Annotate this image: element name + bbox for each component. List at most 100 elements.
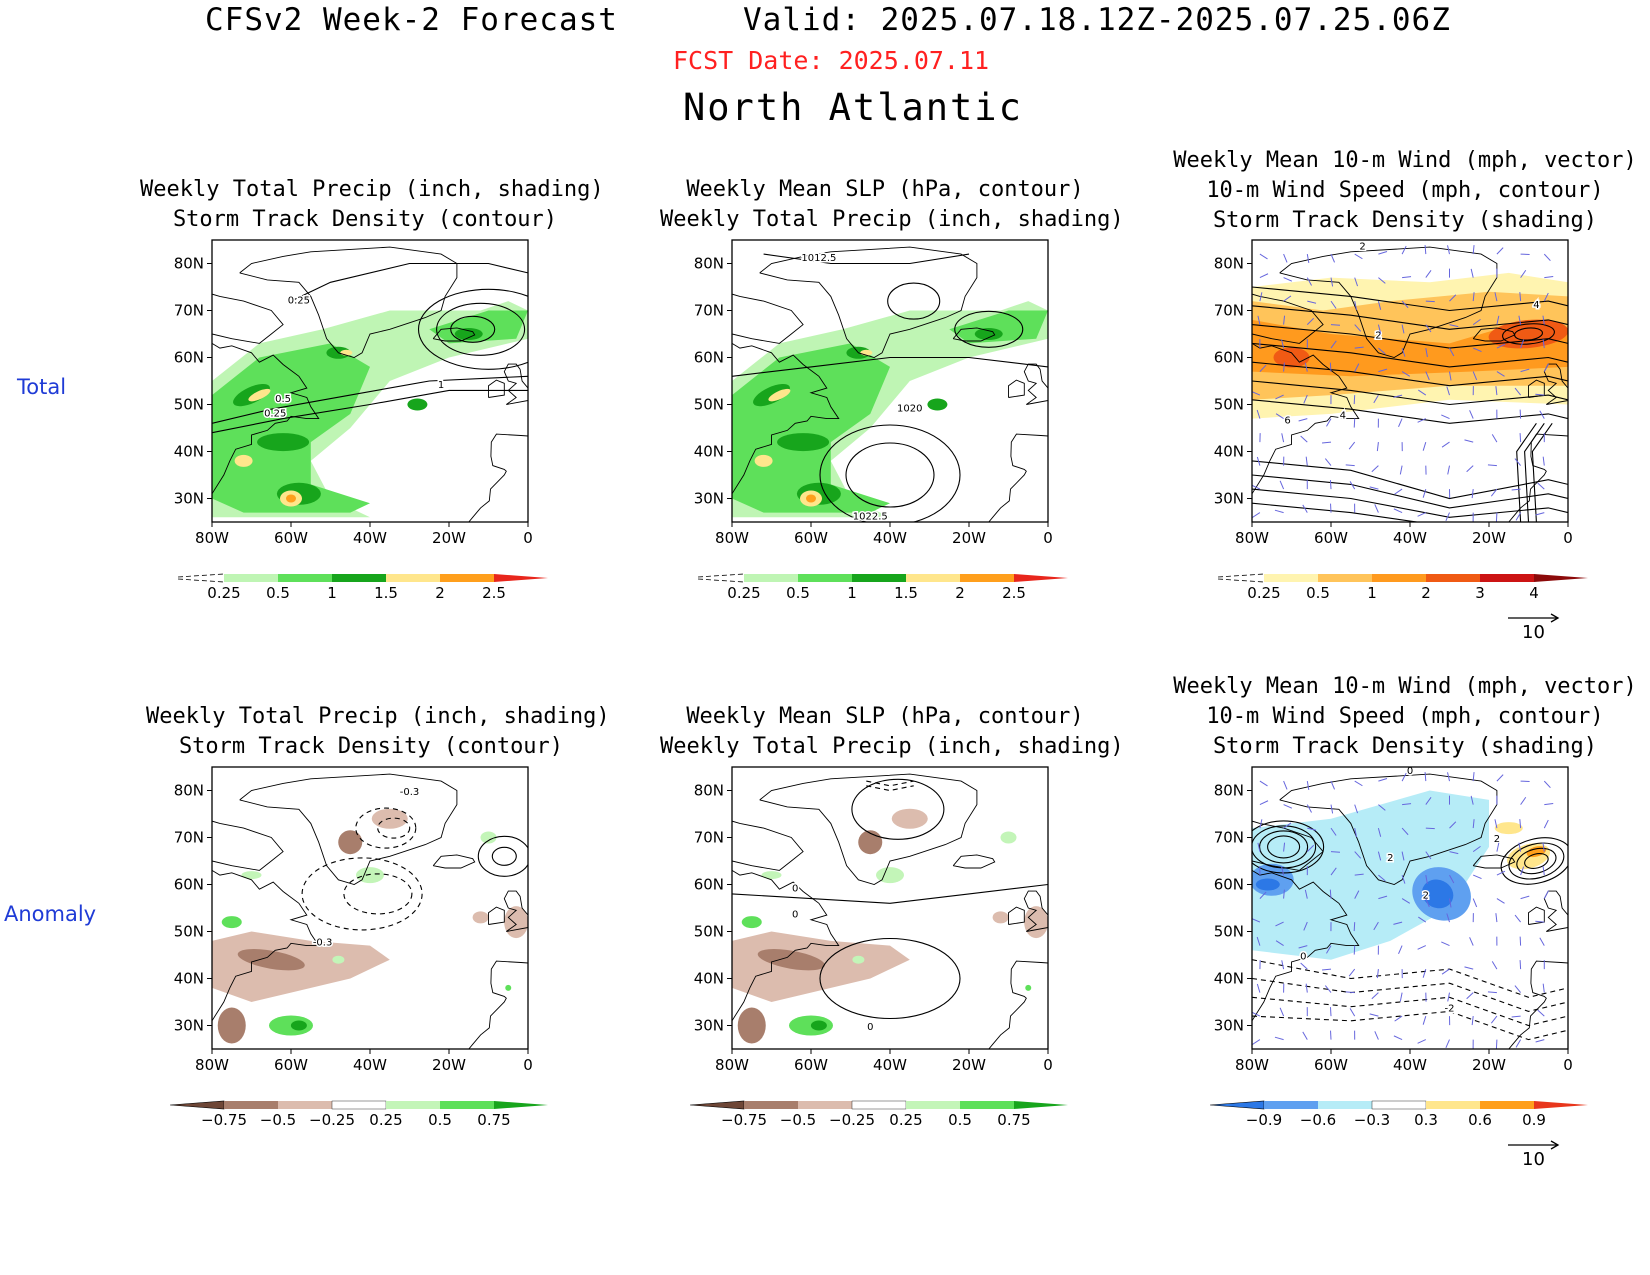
wind-vector <box>1353 922 1356 932</box>
shading-region <box>1000 831 1017 844</box>
contour-line <box>1252 996 1568 1027</box>
wind-vector <box>1539 937 1545 946</box>
wind-vector <box>1422 441 1427 451</box>
wind-vector <box>1330 300 1337 309</box>
coastline <box>1252 293 1324 344</box>
panel-title-line: Weekly Total Precip (inch, shading) <box>140 177 604 202</box>
colorbar-box <box>386 1101 440 1109</box>
wind-vector <box>1259 364 1267 372</box>
coastline <box>1508 960 1568 1049</box>
contour-line <box>343 873 413 915</box>
wind-vector <box>1401 851 1405 861</box>
colorbar-box <box>386 574 440 582</box>
coastline <box>488 379 505 398</box>
wind-vector <box>1348 968 1356 977</box>
region-title: North Atlantic <box>683 86 1023 129</box>
wind-vector <box>1496 898 1505 904</box>
contour-label: 0.25 <box>288 295 310 306</box>
shading-region <box>221 916 242 929</box>
lon-tick-label: 80W <box>195 1056 229 1074</box>
wind-vector <box>1518 315 1522 325</box>
shading-region <box>257 433 310 452</box>
colorbar-box <box>331 1100 387 1110</box>
contour-label: -0.3 <box>313 938 333 949</box>
wind-vector <box>1326 418 1332 427</box>
wind-vector <box>1401 827 1409 836</box>
colorbar-end <box>494 1101 548 1109</box>
contour-label: 0 <box>792 909 798 920</box>
wind-vector <box>1306 781 1310 791</box>
wind-vector <box>1354 873 1364 876</box>
wind-vector <box>1354 300 1358 311</box>
coastline <box>1023 363 1048 405</box>
coastline <box>1472 327 1516 342</box>
contour-line <box>1252 342 1568 368</box>
colorbar-label: 0.25 <box>889 1111 922 1129</box>
lat-tick-label: 50N <box>1214 923 1244 941</box>
coastline <box>432 327 476 342</box>
colorbar-box <box>224 574 278 582</box>
contour-label: -0.3 <box>400 787 420 798</box>
colorbar-label: 0.75 <box>997 1111 1030 1129</box>
colorbar-box <box>1371 1100 1427 1110</box>
lat-tick-label: 70N <box>1214 829 1244 847</box>
wind-vector <box>1446 913 1450 923</box>
shading-region <box>741 916 762 929</box>
wind-vector <box>1259 800 1269 806</box>
wind-vector <box>1542 866 1545 876</box>
wind-vector <box>1354 851 1362 859</box>
contour-label: 1012.5 <box>801 253 836 264</box>
wind-vector <box>1496 247 1504 255</box>
wind-vector <box>1401 245 1407 255</box>
panel-title-slp-total: Weekly Mean SLP (hPa, contour) Weekly To… <box>660 175 1124 235</box>
wind-vector <box>1275 413 1284 420</box>
shading-region <box>1507 843 1550 870</box>
wind-vector <box>1441 968 1450 975</box>
colorbar-label: 0.5 <box>786 584 810 602</box>
panel-title-line: 10-m Wind Speed (mph, contour) <box>1206 178 1604 203</box>
colorbar-wind-total: 0.25 0.5 1 2 3 4 <box>1210 570 1620 610</box>
coastline <box>1008 379 1025 398</box>
vector-scale-key-anomaly: 10 <box>1500 1135 1570 1175</box>
wind-vector <box>1252 512 1261 518</box>
shading-region <box>891 808 928 829</box>
shading-region <box>754 454 773 467</box>
wind-vector <box>1511 488 1521 491</box>
wind-vector <box>1537 1009 1545 1017</box>
contour-line <box>1524 853 1549 869</box>
lon-tick-label: 40W <box>873 529 907 547</box>
wind-vector <box>1422 488 1427 498</box>
wind-vector <box>1377 851 1382 861</box>
lon-tick-label: 80W <box>1235 1056 1269 1074</box>
contour-line <box>1252 977 1568 1012</box>
wind-vector <box>1252 391 1261 396</box>
contour-line <box>1252 474 1568 509</box>
contour-line <box>377 817 411 839</box>
wind-vector <box>1259 891 1267 899</box>
wind-vector <box>1378 804 1386 811</box>
contour-line <box>1252 380 1568 406</box>
contour-line <box>887 282 941 320</box>
wind-vector <box>1376 969 1379 979</box>
lon-tick-label: 60W <box>1314 1056 1348 1074</box>
map-frame <box>731 766 1049 1050</box>
vector-scale-label: 10 <box>1522 622 1545 643</box>
wind-vector <box>1496 870 1506 876</box>
lat-tick-label: 60N <box>174 349 204 367</box>
lon-tick-label: 20W <box>1472 529 1506 547</box>
wind-vector <box>1543 253 1551 262</box>
coastline <box>1023 890 1048 932</box>
vector-scale-label: 10 <box>1522 1149 1545 1170</box>
wind-vector <box>1393 1035 1403 1041</box>
wind-vector <box>1473 874 1482 880</box>
lat-tick-label: 50N <box>1214 396 1244 414</box>
map-slp-total: 1012.5 1020 1022.5 80N 70N 60N 50N 40N 30N 80W 60W… <box>670 239 1080 560</box>
wind-vector <box>1281 960 1285 970</box>
contour-line <box>290 262 528 302</box>
wind-vector <box>1425 875 1428 885</box>
shading-region <box>732 343 890 513</box>
shading-region <box>480 831 497 844</box>
colorbar-box <box>1264 574 1318 582</box>
wind-vector <box>1425 898 1430 908</box>
contour-line <box>1259 830 1309 864</box>
